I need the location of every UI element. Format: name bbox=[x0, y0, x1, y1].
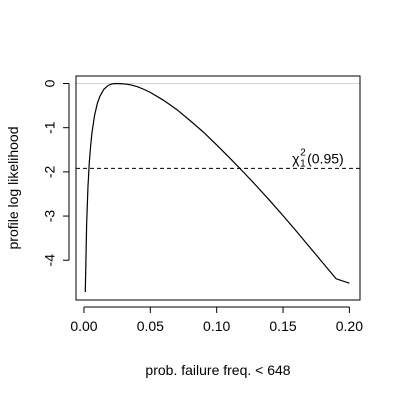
x-tick-label: 0.15 bbox=[269, 318, 296, 334]
x-axis-title: prob. failure freq. < 648 bbox=[145, 362, 290, 378]
y-tick-label: -3 bbox=[42, 210, 58, 223]
y-tick-label: -2 bbox=[42, 165, 58, 178]
series-layer bbox=[84, 82, 350, 293]
series-line-0 bbox=[84, 82, 350, 293]
x-tick-label: 0.10 bbox=[203, 318, 230, 334]
y-tick-label: 0 bbox=[42, 79, 58, 87]
y-tick-label: -1 bbox=[42, 121, 58, 134]
y-axis-title: profile log likelihood bbox=[5, 127, 21, 250]
annotation-suffix: (0.95) bbox=[307, 150, 344, 166]
annotation-chi: χ bbox=[292, 150, 300, 166]
y-tick-label: -4 bbox=[42, 254, 58, 267]
x-tick-label: 0.05 bbox=[137, 318, 164, 334]
y-axis: 0 -1 -2 -3 -4 bbox=[42, 79, 70, 267]
annotation-superscript: 2 bbox=[300, 147, 306, 158]
x-axis: 0.00 0.05 0.10 0.15 0.20 bbox=[70, 306, 363, 334]
x-tick-label: 0.00 bbox=[70, 318, 97, 334]
x-tick-label: 0.20 bbox=[336, 318, 363, 334]
annotation-subscript: 1 bbox=[300, 158, 306, 169]
plot-frame bbox=[75, 75, 361, 301]
annotation: χ 21 (0.95) bbox=[292, 147, 344, 169]
